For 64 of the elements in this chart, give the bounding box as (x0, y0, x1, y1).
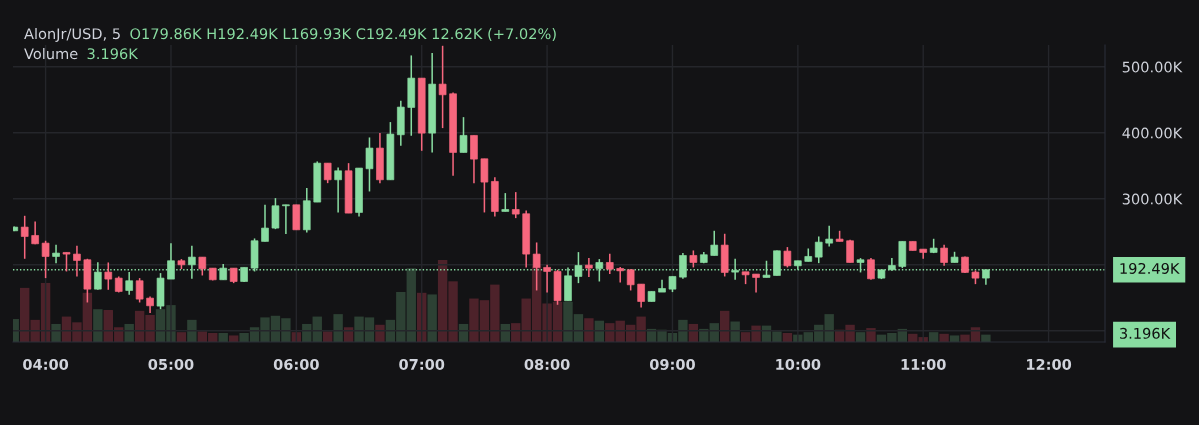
candlestick (282, 204, 290, 235)
bar (730, 321, 740, 342)
x-tick-label: 06:00 (273, 358, 319, 370)
y-tick-label: 300.00K (1122, 193, 1183, 205)
candlestick (438, 45, 447, 129)
x-tick-label: 10:00 (776, 358, 821, 370)
bar (322, 331, 333, 342)
candlestick (783, 246, 792, 269)
candlestick (480, 158, 489, 214)
candlestick (585, 257, 593, 278)
bar (584, 318, 594, 342)
candlestick (637, 283, 645, 309)
candlestick (825, 225, 833, 248)
bar (375, 324, 385, 342)
candlestick (52, 244, 60, 264)
bar (93, 309, 103, 342)
x-tick-label: 05:00 (148, 358, 194, 370)
candlestick (62, 251, 71, 273)
candlestick (543, 264, 551, 294)
text: 3.196K (1120, 327, 1171, 339)
bar (866, 328, 876, 342)
x-tick-label: 12:00 (1027, 358, 1072, 370)
chart-subtitle: 3.196K (87, 48, 139, 60)
candlestick (271, 197, 280, 230)
candlestick (198, 256, 207, 277)
candlestick (940, 244, 948, 267)
x-tick-label: 07:00 (399, 358, 445, 370)
bar (187, 319, 197, 342)
bar (333, 314, 343, 342)
candlestick (41, 239, 50, 279)
ref-line-label: 192.49K (1120, 262, 1180, 274)
candlestick (814, 235, 823, 264)
bar (51, 323, 61, 342)
candlestick (867, 257, 875, 281)
candlestick (511, 191, 520, 219)
bar (427, 294, 437, 342)
candlestick (323, 162, 332, 184)
bar (939, 333, 949, 342)
candlestick (73, 245, 81, 278)
candlestick (710, 230, 719, 257)
y-tick-label: 500.00K (1122, 61, 1183, 73)
x-tick-label: 09:00 (649, 358, 695, 370)
candlestick (501, 192, 510, 213)
bar (124, 323, 134, 342)
candlestick (752, 273, 760, 294)
candlestick (20, 215, 29, 260)
candlestick (605, 252, 614, 275)
candlestick (334, 166, 342, 214)
candlestick (261, 204, 269, 243)
candlestick (104, 261, 113, 291)
candlestick (470, 134, 478, 184)
candlestick (365, 136, 374, 193)
candlestick (135, 277, 144, 304)
chart-title: Volume (24, 47, 78, 60)
text: O179.86K H192.49K L169.93K C192.49K 12.62K (+7.02%) (130, 27, 556, 41)
candlestick (459, 116, 468, 154)
candlestick (626, 268, 635, 292)
y-tick-label: 400.00K (1122, 127, 1183, 139)
candlestick (616, 266, 625, 284)
x-tick-label: 08:00 (524, 358, 570, 370)
x-tick-label: 04:00 (23, 358, 69, 370)
chart-title: AlonJr/USD, 5 (24, 27, 120, 42)
x-tick-label: 11:00 (901, 358, 946, 370)
candlestick (125, 271, 133, 296)
